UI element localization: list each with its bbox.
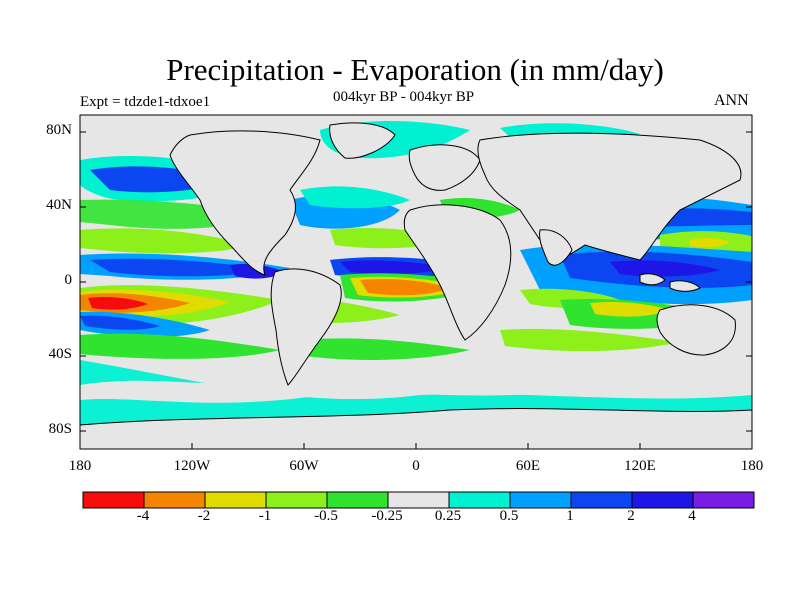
x-tick-label: 60E xyxy=(515,458,541,474)
s-midlat-green-atl xyxy=(300,338,470,360)
itcz-atl-core xyxy=(340,260,450,274)
colorbar-label: -0.25 xyxy=(371,508,403,524)
x-tick-label: 0 xyxy=(412,458,420,474)
s-midlat-green-ind xyxy=(500,328,680,352)
colorbar-label: -2 xyxy=(197,508,211,524)
colorbar-swatch xyxy=(509,491,572,509)
colorbar-swatch xyxy=(692,491,755,509)
y-tick-label: 40N xyxy=(46,197,72,213)
colorbar-label: 2 xyxy=(627,508,635,524)
chart-title: Precipitation - Evaporation (in mm/day) xyxy=(166,52,664,87)
sp-red xyxy=(88,296,148,310)
y-tick-label: 80S xyxy=(48,421,72,437)
ntrop-pac-green xyxy=(80,228,250,254)
colorbar-label: 4 xyxy=(688,508,696,524)
itcz-pac-dark xyxy=(90,258,270,277)
colorbar-label: -0.5 xyxy=(314,508,338,524)
y-tick-label: 80N xyxy=(46,122,72,138)
s-midlat-green-pac xyxy=(80,333,280,359)
season-label: ANN xyxy=(714,92,749,109)
x-tick-label: 120W xyxy=(173,458,211,474)
colorbar xyxy=(82,491,755,509)
x-ticks xyxy=(79,443,753,449)
io-core xyxy=(610,260,720,277)
y-tick-label: 0 xyxy=(64,272,73,288)
na-cyan xyxy=(300,186,410,209)
experiment-label: Expt = tdzde1-tdxoe1 xyxy=(80,94,211,110)
colorbar-label: -4 xyxy=(136,508,150,524)
colorbar-swatch xyxy=(265,491,328,509)
colorbar-label: 0.25 xyxy=(434,508,462,524)
spcz-dark xyxy=(80,315,160,330)
colorbar-swatch xyxy=(631,491,694,509)
colorbar-swatch xyxy=(204,491,267,509)
y-ticks xyxy=(80,131,752,432)
colorbar-swatch xyxy=(570,491,633,509)
colorbar-label: -1 xyxy=(258,508,272,524)
colorbar-label: 1 xyxy=(566,508,574,524)
sa-orange xyxy=(360,279,450,296)
colorbar-swatch xyxy=(326,491,389,509)
southern-neutral-strip xyxy=(80,366,752,403)
colorbar-swatch xyxy=(448,491,511,509)
y-tick-label: 40S xyxy=(48,346,72,362)
x-tick-label: 180 xyxy=(740,458,764,474)
map-field xyxy=(80,115,752,449)
x-tick-label: 120E xyxy=(624,458,656,474)
x-tick-label: 180 xyxy=(68,458,92,474)
nwp-yellow xyxy=(690,237,730,248)
chart-subtitle: 004kyr BP - 004kyr BP xyxy=(333,89,475,105)
colorbar-swatch xyxy=(387,491,450,509)
colorbar-swatch xyxy=(143,491,206,509)
x-tick-label: 60W xyxy=(289,458,319,474)
coastlines xyxy=(80,122,752,449)
colorbar-label: 0.5 xyxy=(499,508,519,524)
colorbar-swatch xyxy=(82,491,145,509)
si-yellow xyxy=(590,301,670,317)
